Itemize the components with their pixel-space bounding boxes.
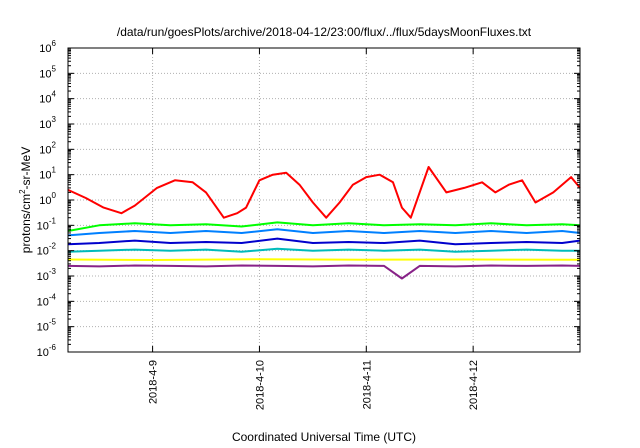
series-line-4 [67, 237, 581, 246]
y-tick-label: 10-5 [37, 318, 57, 334]
y-tick-label: 10-2 [37, 242, 57, 258]
y-tick-label: 10-4 [37, 292, 57, 308]
y-tick-label: 105 [39, 64, 56, 80]
x-tick-label: 2018-4-9 [148, 360, 160, 404]
y-tick-labels: 10-6 10-5 10-4 10-3 10-2 10-1 100 101 102 103 104 1… [37, 39, 57, 359]
y-tick-label: 101 [39, 166, 56, 182]
y-axis-label: protons/cm2-sr-MeV [18, 147, 33, 253]
y-tick-label: 10-1 [37, 216, 57, 232]
series-line-3 [67, 228, 581, 237]
series-line-1 [67, 166, 581, 219]
y-tick-label: 10-3 [37, 267, 57, 283]
series-group [67, 166, 581, 280]
x-tick-label: 2018-4-12 [468, 360, 480, 410]
y-tick-label: 10-6 [37, 343, 57, 359]
x-axis-label: Coordinated Universal Time (UTC) [232, 430, 416, 444]
series-line-2 [67, 221, 581, 232]
y-tick-label: 104 [39, 90, 56, 106]
axis-ticks [68, 47, 580, 353]
series-line-5 [67, 247, 580, 253]
y-tick-label: 100 [39, 191, 56, 207]
series-line-6 [67, 258, 581, 261]
x-tick-label: 2018-4-10 [254, 360, 266, 410]
series-line-7 [67, 264, 581, 280]
chart-title: /data/run/goesPlots/archive/2018-04-12/2… [117, 25, 532, 39]
y-tick-label: 103 [39, 115, 56, 131]
y-tick-label: 102 [39, 140, 56, 156]
x-tick-label: 2018-4-11 [361, 360, 373, 409]
y-tick-label: 106 [39, 39, 56, 55]
x-tick-labels: 2018-4-9 2018-4-10 2018-4-11 2018-4-12 [148, 360, 481, 410]
